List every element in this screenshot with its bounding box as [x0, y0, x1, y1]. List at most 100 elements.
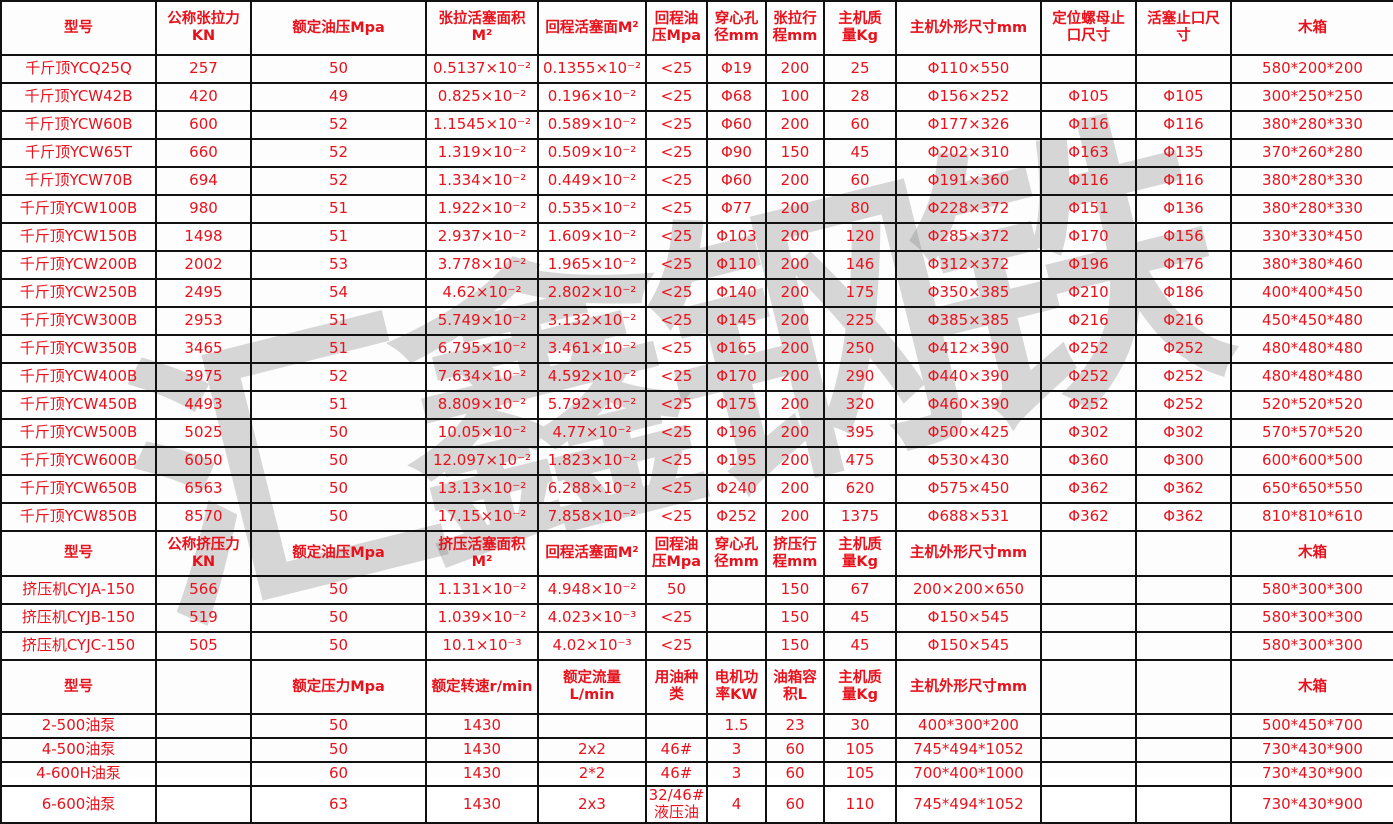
- value-cell: 80: [823, 194, 897, 224]
- value-cell: 480*480*480: [1230, 334, 1393, 364]
- section-header-row-extruders: 型号 公称挤压力 KN 额定油压Mpa 挤压活塞面积 M² 回程活塞面M² 回程油 压Mp…: [0, 530, 1393, 577]
- value-cell: 50: [250, 631, 427, 661]
- value-cell: Φ302: [1135, 418, 1232, 448]
- value-cell: 810*810*610: [1230, 502, 1393, 532]
- header-cell: 用油种 类: [645, 659, 708, 715]
- model-cell: 千斤顶YCW350B: [0, 334, 157, 364]
- value-cell: Φ116: [1040, 166, 1137, 196]
- value-cell: 566: [155, 575, 252, 605]
- value-cell: [1135, 713, 1232, 739]
- table-row: 千斤顶YCW70B 694 52 1.334×10⁻² 0.449×10⁻² <25 Φ60…: [0, 166, 1393, 196]
- value-cell: [1135, 54, 1232, 84]
- value-cell: 7.858×10⁻²: [537, 502, 647, 532]
- value-cell: 580*200*200: [1230, 54, 1393, 84]
- header-cell: 公称挤压力 KN: [155, 530, 252, 577]
- value-cell: Φ150×545: [895, 603, 1042, 633]
- value-cell: Φ216: [1135, 306, 1232, 336]
- value-cell: <25: [645, 82, 708, 112]
- table-row: 2-500油泵 50 1430 1.5 23 30 400*300*200 500*450*7…: [0, 713, 1393, 739]
- value-cell: 8.809×10⁻²: [425, 390, 539, 420]
- value-cell: 600: [155, 110, 252, 140]
- header-cell: 定位螺母止 口尺寸: [1040, 0, 1137, 56]
- value-cell: Φ688×531: [895, 502, 1042, 532]
- value-cell: 519: [155, 603, 252, 633]
- value-cell: 980: [155, 194, 252, 224]
- value-cell: [155, 785, 252, 824]
- value-cell: 1.039×10⁻²: [425, 603, 539, 633]
- value-cell: 2495: [155, 278, 252, 308]
- value-cell: 6050: [155, 446, 252, 476]
- value-cell: 1.5: [706, 713, 767, 739]
- value-cell: <25: [645, 603, 708, 633]
- value-cell: 257: [155, 54, 252, 84]
- value-cell: 380*380*460: [1230, 250, 1393, 280]
- value-cell: Φ170: [1040, 222, 1137, 252]
- value-cell: 50: [250, 575, 427, 605]
- model-cell: 挤压机CYJB-150: [0, 603, 157, 633]
- value-cell: Φ105: [1135, 82, 1232, 112]
- value-cell: 52: [250, 138, 427, 168]
- value-cell: 2x3: [537, 785, 647, 824]
- value-cell: 46#: [645, 761, 708, 787]
- header-cell: 额定流量 L/min: [537, 659, 647, 715]
- value-cell: 200: [765, 390, 825, 420]
- value-cell: 45: [823, 138, 897, 168]
- value-cell: Φ210: [1040, 278, 1137, 308]
- model-cell: 千斤顶YCW450B: [0, 390, 157, 420]
- value-cell: 52: [250, 362, 427, 392]
- value-cell: 200: [765, 194, 825, 224]
- model-cell: 挤压机CYJC-150: [0, 631, 157, 661]
- table-row: 千斤顶YCW150B 1498 51 2.937×10⁻² 1.609×10⁻² <25 Φ…: [0, 222, 1393, 252]
- table-row: 千斤顶YCW42B 420 49 0.825×10⁻² 0.196×10⁻² <25 Φ68…: [0, 82, 1393, 112]
- value-cell: 1.319×10⁻²: [425, 138, 539, 168]
- value-cell: <25: [645, 334, 708, 364]
- value-cell: 730*430*900: [1230, 785, 1393, 824]
- value-cell: 50: [250, 54, 427, 84]
- value-cell: 1430: [425, 761, 539, 787]
- value-cell: 2*2: [537, 761, 647, 787]
- value-cell: 2.802×10⁻²: [537, 278, 647, 308]
- value-cell: 380*280*330: [1230, 166, 1393, 196]
- value-cell: 2.937×10⁻²: [425, 222, 539, 252]
- value-cell: 50: [250, 502, 427, 532]
- value-cell: 380*280*330: [1230, 110, 1393, 140]
- value-cell: [1040, 631, 1137, 661]
- value-cell: <25: [645, 194, 708, 224]
- value-cell: Φ302: [1040, 418, 1137, 448]
- section-header-row-oil-pumps: 型号 额定压力Mpa 额定转速r/min 额定流量 L/min 用油种 类电机功 率KW…: [0, 659, 1393, 715]
- value-cell: 1.131×10⁻²: [425, 575, 539, 605]
- value-cell: 660: [155, 138, 252, 168]
- value-cell: 13.13×10⁻²: [425, 474, 539, 504]
- value-cell: Φ156: [1135, 222, 1232, 252]
- table-row: 千斤顶YCW200B 2002 53 3.778×10⁻² 1.965×10⁻² <25 Φ…: [0, 250, 1393, 280]
- header-cell: 公称张拉力 KN: [155, 0, 252, 56]
- value-cell: [706, 603, 767, 633]
- value-cell: 3.132×10⁻²: [537, 306, 647, 336]
- value-cell: 520*520*520: [1230, 390, 1393, 420]
- value-cell: <25: [645, 250, 708, 280]
- value-cell: 1430: [425, 713, 539, 739]
- value-cell: 0.1355×10⁻²: [537, 54, 647, 84]
- value-cell: 480*480*480: [1230, 362, 1393, 392]
- table-row: 千斤顶YCW500B 5025 50 10.05×10⁻² 4.77×10⁻² <25 Φ1…: [0, 418, 1393, 448]
- value-cell: 12.097×10⁻²: [425, 446, 539, 476]
- value-cell: <25: [645, 502, 708, 532]
- table-row: 千斤顶YCW250B 2495 54 4.62×10⁻² 2.802×10⁻² <25 Φ1…: [0, 278, 1393, 308]
- model-cell: 千斤顶YCW500B: [0, 418, 157, 448]
- value-cell: [1135, 603, 1232, 633]
- value-cell: 3: [706, 761, 767, 787]
- value-cell: 3465: [155, 334, 252, 364]
- value-cell: 5025: [155, 418, 252, 448]
- value-cell: Φ116: [1040, 110, 1137, 140]
- header-cell: 额定油压Mpa: [250, 0, 427, 56]
- value-cell: 1.609×10⁻²: [537, 222, 647, 252]
- value-cell: 50: [250, 474, 427, 504]
- value-cell: 3.778×10⁻²: [425, 250, 539, 280]
- value-cell: <25: [645, 446, 708, 476]
- value-cell: 51: [250, 194, 427, 224]
- value-cell: Φ19: [706, 54, 767, 84]
- value-cell: 150: [765, 138, 825, 168]
- value-cell: 30: [823, 713, 897, 739]
- value-cell: Φ196: [706, 418, 767, 448]
